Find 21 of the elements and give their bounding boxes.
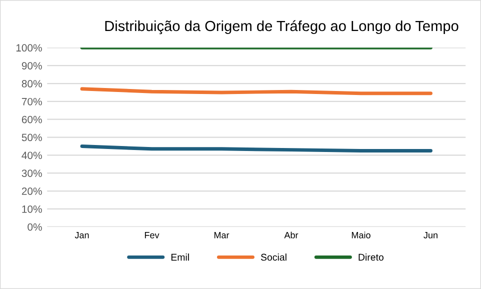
legend-label: Social <box>260 254 286 261</box>
x-tick-label: Maio <box>352 232 370 238</box>
y-tick-label: 60% <box>22 116 42 124</box>
y-tick-label: 100% <box>16 44 42 52</box>
y-tick-label: 20% <box>22 188 42 195</box>
y-tick-label: 50% <box>22 134 42 142</box>
y-tick-label: 90% <box>22 62 42 70</box>
legend-label: Emil <box>171 254 189 261</box>
x-tick-label: Jun <box>424 232 438 238</box>
y-tick-label: 70% <box>22 98 42 106</box>
chart-title: Distribuição da Origem de Tráfego ao Longo do Tempo <box>105 20 458 34</box>
y-tick-label: 80% <box>22 80 42 88</box>
x-tick-label: Abr <box>284 232 298 238</box>
y-tick-label: 10% <box>22 205 42 213</box>
x-tick-label: Mar <box>214 232 230 238</box>
x-tick-label: Jan <box>74 232 89 238</box>
y-tick-label: 40% <box>22 152 42 160</box>
legend-label: Direto <box>358 254 384 261</box>
y-tick-label: 0% <box>28 223 42 231</box>
y-tick-label: 30% <box>22 170 42 177</box>
x-tick-label: Fev <box>144 232 160 238</box>
